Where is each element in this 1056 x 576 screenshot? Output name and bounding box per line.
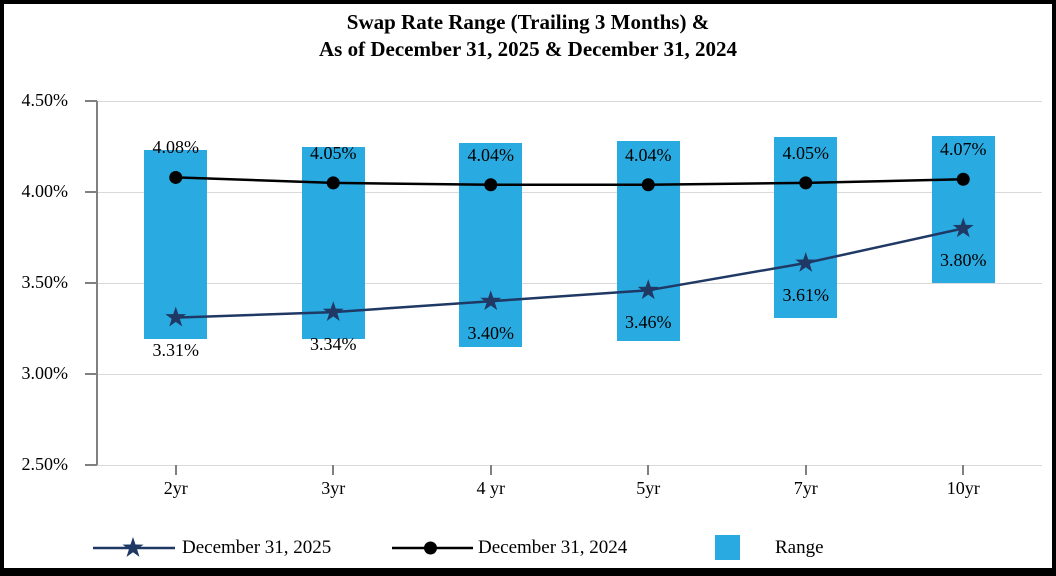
legend-swatch-range <box>715 535 740 560</box>
y-axis-tick <box>85 100 97 102</box>
range-bar <box>301 146 365 340</box>
chart-title-line2: As of December 31, 2025 & December 31, 2… <box>319 37 737 61</box>
gridline <box>97 282 1042 284</box>
x-axis-tick <box>489 465 492 475</box>
y-axis-tick <box>85 282 97 284</box>
data-label: 4.04% <box>625 144 672 165</box>
x-axis-tick <box>332 465 335 475</box>
chart-title-line1: Swap Rate Range (Trailing 3 Months) & <box>346 10 710 34</box>
gridline <box>97 100 1042 102</box>
y-axis-tick-label: 3.00% <box>21 363 69 383</box>
y-axis-tick <box>85 464 97 466</box>
data-label: 4.05% <box>782 142 830 163</box>
gridline <box>97 464 1042 466</box>
y-axis-tick-label: 4.50% <box>21 90 69 110</box>
data-label: 4.07% <box>940 139 987 160</box>
range-bar <box>144 150 208 340</box>
legend-label-december-31-2024: December 31, 2024 <box>478 537 628 558</box>
range-bar <box>459 142 523 347</box>
legend-marker-december-31-2024 <box>392 541 473 555</box>
legend-star-marker <box>122 537 144 557</box>
x-axis-label: 4 yr <box>476 478 506 498</box>
data-label: 3.34% <box>310 334 357 355</box>
x-axis-label: 3yr <box>321 478 346 498</box>
y-axis-tick <box>85 191 97 193</box>
x-axis-label: 5yr <box>636 478 661 498</box>
legend-circle-marker <box>424 541 437 555</box>
y-axis-tick <box>85 373 97 375</box>
legend-marker-december-31-2025 <box>93 537 175 557</box>
legend-label-december-31-2025: December 31, 2025 <box>182 537 332 558</box>
data-label: 4.04% <box>467 144 515 165</box>
data-label: 4.08% <box>152 137 200 158</box>
data-label: 3.31% <box>152 339 200 360</box>
x-axis-tick <box>647 465 650 475</box>
x-axis-tick <box>174 465 177 475</box>
data-label: 4.05% <box>310 142 357 163</box>
data-label: 3.61% <box>782 284 830 305</box>
gridline <box>97 373 1042 375</box>
data-label: 3.46% <box>625 312 672 333</box>
x-axis-label: 7yr <box>793 478 818 498</box>
series-line-1 <box>175 176 964 186</box>
y-axis-line <box>95 101 98 465</box>
x-axis-tick <box>804 465 807 475</box>
data-label: 3.40% <box>467 323 515 344</box>
x-axis-label: 2yr <box>163 478 188 498</box>
legend-label-range: Range <box>775 537 824 558</box>
y-axis-tick-label: 4.00% <box>21 181 69 201</box>
y-axis-tick-label: 2.50% <box>21 454 69 474</box>
gridline <box>97 191 1042 193</box>
x-axis-tick <box>962 465 965 475</box>
chart-title: Swap Rate Range (Trailing 3 Months) & As… <box>4 9 1052 63</box>
x-axis-label: 10yr <box>946 478 980 498</box>
range-bar <box>616 141 680 342</box>
data-label: 3.80% <box>940 250 987 271</box>
y-axis-tick-label: 3.50% <box>21 272 69 292</box>
